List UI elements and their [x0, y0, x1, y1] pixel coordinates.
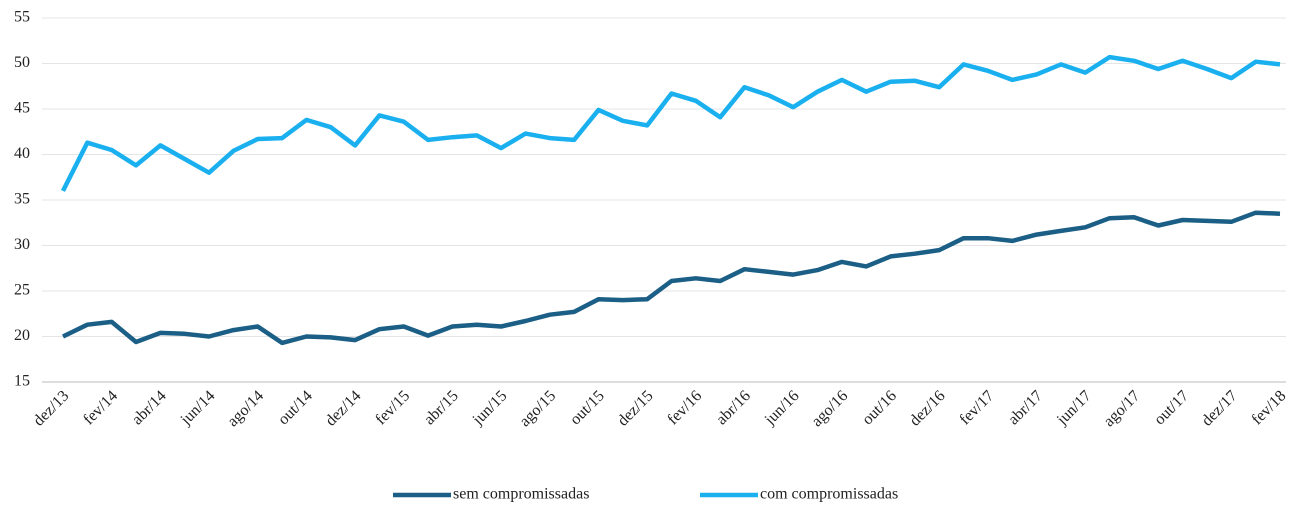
y-tick-label: 25	[14, 282, 30, 299]
series-line	[60, 54, 1281, 192]
x-tick-label: abr/15	[421, 387, 462, 428]
x-tick-label: fev/15	[372, 387, 413, 428]
x-tick-label: jun/15	[469, 387, 511, 429]
x-tick-label: out/16	[859, 387, 900, 428]
x-tick-label: fev/17	[956, 387, 997, 428]
y-tick-label: 40	[14, 145, 30, 162]
x-tick-label: abr/14	[129, 387, 170, 428]
x-tick-label: jun/14	[177, 387, 219, 429]
x-tick-label: dez/14	[322, 387, 364, 429]
x-tick-label: jun/16	[761, 387, 803, 429]
y-tick-label: 20	[14, 327, 30, 344]
x-tick-label: fev/18	[1249, 387, 1290, 428]
x-tick-label: ago/16	[808, 387, 851, 430]
x-tick-label: out/14	[275, 387, 316, 428]
y-tick-label: 30	[14, 236, 30, 253]
x-tick-label: dez/15	[614, 387, 656, 429]
x-tick-label: abr/16	[713, 387, 754, 428]
y-tick-label: 15	[14, 373, 30, 390]
x-tick-label: ago/17	[1101, 387, 1144, 430]
x-tick-label: ago/15	[516, 387, 559, 430]
x-tick-label: abr/17	[1005, 387, 1046, 428]
y-tick-label: 55	[14, 9, 30, 26]
x-tick-label: dez/17	[1199, 387, 1241, 429]
x-tick-label: dez/13	[30, 387, 72, 429]
x-tick-label: fev/14	[80, 387, 121, 428]
x-tick-label: ago/14	[224, 387, 267, 430]
series-line	[62, 210, 1281, 346]
x-tick-label: jun/17	[1053, 387, 1095, 429]
y-tick-label: 50	[14, 54, 30, 71]
x-tick-label: out/17	[1151, 387, 1192, 428]
legend-label: sem compromissadas	[453, 486, 589, 503]
x-tick-label: dez/16	[906, 387, 948, 429]
y-tick-label: 45	[14, 100, 30, 117]
y-tick-label: 35	[14, 191, 30, 208]
legend-label: com compromissadas	[760, 486, 898, 503]
x-tick-label: out/15	[567, 387, 608, 428]
x-tick-label: fev/16	[664, 387, 705, 428]
